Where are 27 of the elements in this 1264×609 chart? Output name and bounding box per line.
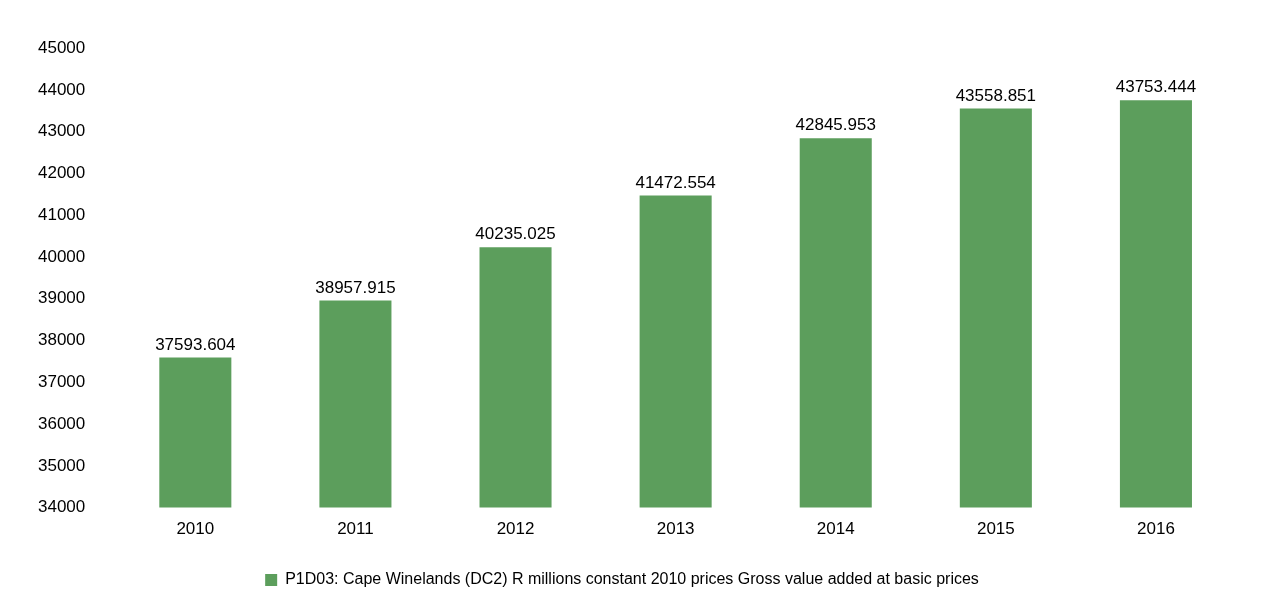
- data-label: 38957.915: [315, 277, 396, 297]
- y-tick-label: 39000: [37, 288, 86, 308]
- legend-label: P1D03: Cape Winelands (DC2) R millions constant 2010 prices Gross value added at basic prices: [285, 570, 979, 588]
- y-tick-label: 35000: [37, 455, 86, 475]
- x-tick-label: 2015: [976, 519, 1015, 539]
- y-tick-label: 38000: [37, 330, 86, 350]
- y-tick-label: 37000: [37, 372, 86, 391]
- data-label: 37593.604: [155, 334, 236, 354]
- x-tick-label: 2011: [337, 519, 374, 539]
- x-tick-label: 2013: [656, 519, 695, 539]
- data-label: 40235.025: [475, 224, 556, 244]
- y-tick-label: 42000: [37, 163, 86, 183]
- y-tick-label: 34000: [37, 497, 86, 517]
- y-tick-label: 41000: [37, 204, 86, 224]
- data-label: 43558.851: [955, 85, 1037, 105]
- data-label: 42845.953: [795, 115, 876, 135]
- y-tick-label: 40000: [37, 246, 86, 266]
- data-label: 43753.444: [1115, 77, 1197, 97]
- y-tick-label: 36000: [37, 413, 86, 433]
- data-label: 41472.554: [635, 172, 716, 192]
- y-tick-label: 44000: [37, 79, 86, 99]
- y-tick-label: 45000: [37, 37, 86, 57]
- x-tick-label: 2010: [176, 519, 215, 539]
- x-tick-label: 2012: [496, 519, 535, 539]
- y-tick-label: 43000: [37, 121, 86, 141]
- x-tick-label: 2014: [816, 519, 855, 539]
- x-tick-label: 2016: [1137, 519, 1175, 539]
